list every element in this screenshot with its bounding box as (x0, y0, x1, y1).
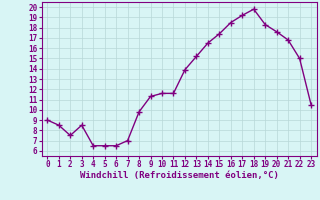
X-axis label: Windchill (Refroidissement éolien,°C): Windchill (Refroidissement éolien,°C) (80, 171, 279, 180)
